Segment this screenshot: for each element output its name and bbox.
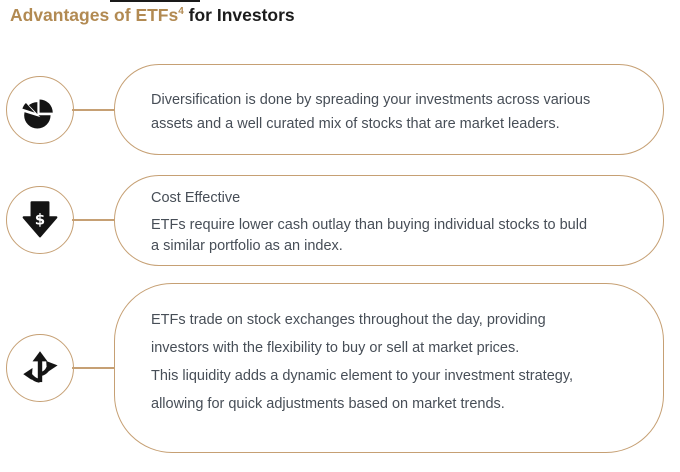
card-heading: Cost Effective — [151, 190, 241, 206]
diversification-card: Diversification is done by spreading you… — [114, 64, 664, 155]
connector-line — [72, 109, 114, 111]
connector-line — [72, 367, 114, 369]
cost-effective-card: Cost Effective ETFs require lower cash o… — [114, 175, 664, 266]
liquidity-icon-badge — [6, 334, 74, 402]
dollar-glyph: $ — [35, 210, 45, 228]
card-text-line: ETFs trade on stock exchanges throughout… — [151, 312, 546, 328]
crop-artifact-line — [110, 0, 200, 2]
card-text-line: investors with the flexibility to buy or… — [151, 340, 520, 356]
pie-chart-icon — [22, 99, 53, 129]
card-text-line: ETFs require lower cash outlay than buyi… — [151, 217, 588, 233]
diversification-icon-badge — [6, 76, 74, 144]
page-title: Advantages of ETFs4 for Investors — [10, 5, 295, 26]
liquidity-card: ETFs trade on stock exchanges throughout… — [114, 283, 664, 453]
title-rest: for Investors — [183, 5, 295, 25]
card-text-line: This liquidity adds a dynamic element to… — [151, 368, 574, 384]
card-text-line: assets and a well curated mix of stocks … — [151, 116, 560, 132]
card-text-line: allowing for quick adjustments based on … — [151, 396, 505, 412]
card-text-line: Diversification is done by spreading you… — [151, 92, 591, 108]
title-highlight: Advantages of ETFs — [10, 5, 179, 25]
title-footnote-marker: 4 — [178, 6, 184, 18]
card-text-line: a similar portfolio as an index. — [151, 238, 343, 254]
cost-effective-icon-badge: $ — [6, 186, 74, 254]
dollar-down-arrow-icon: $ — [22, 201, 58, 238]
connector-line — [72, 219, 114, 221]
three-way-arrows-icon — [23, 351, 58, 383]
